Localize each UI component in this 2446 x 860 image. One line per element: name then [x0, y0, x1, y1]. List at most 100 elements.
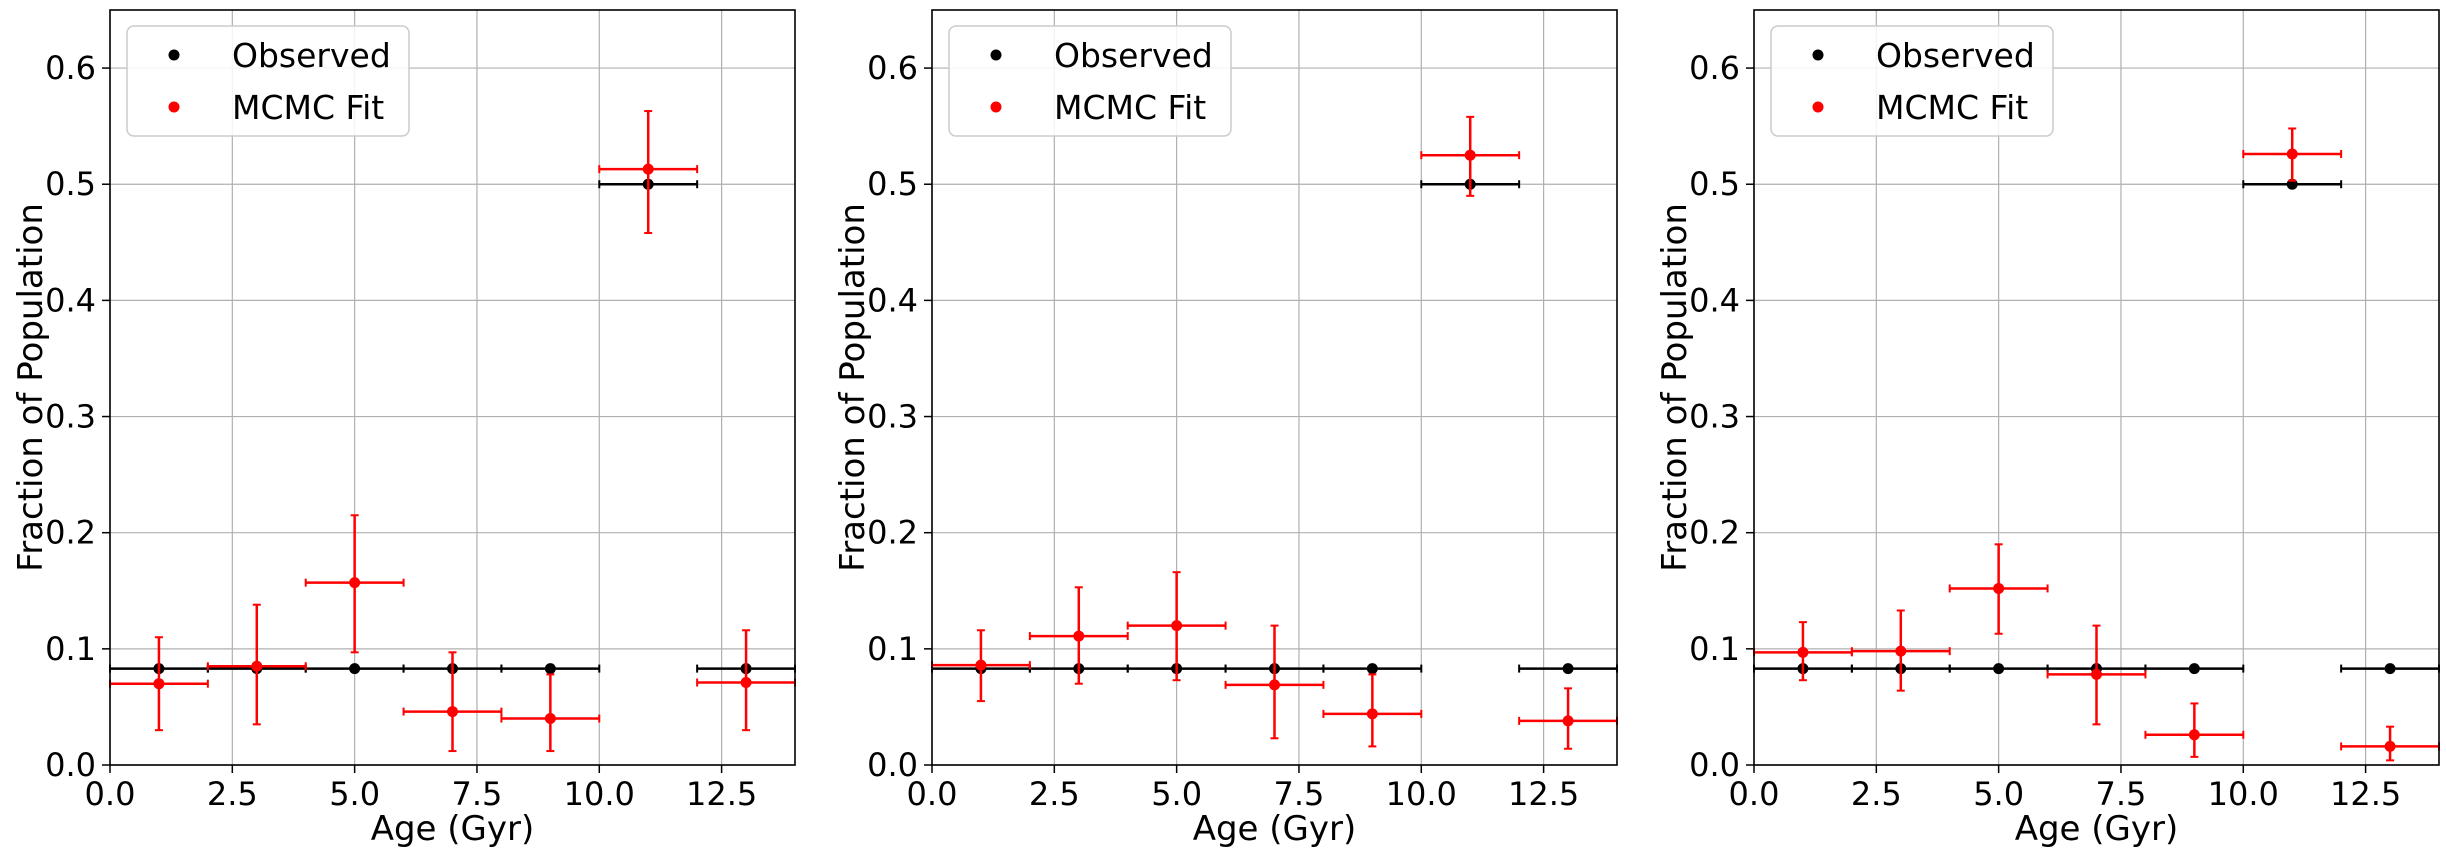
x-tick-label: 7.5 — [2096, 775, 2147, 813]
y-tick-label: 0.5 — [867, 165, 918, 203]
x-tick-label: 0.0 — [907, 775, 958, 813]
plot-frame — [109, 9, 796, 766]
x-tick-label: 10.0 — [1386, 775, 1457, 813]
x-tick-label: 0.0 — [1729, 775, 1780, 813]
y-tick-label: 0.6 — [45, 49, 96, 87]
data-point — [1797, 646, 1809, 658]
legend-label: Observed — [1054, 36, 1213, 75]
y-tick-label: 0.0 — [867, 746, 918, 784]
data-point — [1073, 630, 1085, 642]
x-tick-label: 10.0 — [2208, 775, 2279, 813]
data-point — [2091, 668, 2102, 680]
y-tick-label: 0.4 — [867, 281, 918, 319]
x-tick-label: 7.5 — [1274, 775, 1325, 813]
x-tick-label: 7.5 — [452, 775, 503, 813]
x-tick-label: 2.5 — [1029, 775, 1080, 813]
legend-marker — [1812, 49, 1824, 61]
y-tick-label: 0.4 — [1689, 281, 1740, 319]
legend-box — [1770, 25, 2054, 137]
y-tick-label: 0.3 — [45, 398, 96, 436]
x-tick-label: 2.5 — [207, 775, 258, 813]
data-point — [153, 678, 165, 690]
data-point — [975, 659, 987, 671]
legend-marker — [168, 101, 180, 113]
legend: Observed MCMC Fit — [948, 25, 1232, 137]
data-point — [1464, 149, 1476, 161]
series-observed — [109, 178, 796, 675]
y-tick-label: 0.2 — [867, 514, 918, 552]
legend-label: MCMC Fit — [1054, 88, 1206, 127]
y-axis-label: Fraction of Population — [1655, 203, 1695, 572]
y-tick-label: 0.2 — [1689, 514, 1740, 552]
data-point — [2286, 148, 2298, 160]
legend-label: MCMC Fit — [1876, 88, 2028, 127]
legend-marker — [990, 101, 1002, 113]
y-axis-label: Fraction of Population — [833, 203, 873, 572]
x-tick-label: 10.0 — [564, 775, 635, 813]
data-point — [349, 663, 361, 675]
legend: Observed MCMC Fit — [1770, 25, 2054, 137]
y-tick-label: 0.6 — [1689, 49, 1740, 87]
y-axis-label: Fraction of Population — [11, 203, 51, 572]
series-mcmc-fit — [1753, 127, 2440, 762]
x-tick-label: 5.0 — [329, 775, 380, 813]
data-point — [1993, 582, 2005, 594]
data-point — [642, 163, 654, 175]
chart-panel-1: 0.0 2.5 5.0 7.5 10.0 12.5 0.0 0.1 0.2 0.3 0.4 0.5 0.… — [11, 9, 796, 849]
x-tick-label: 5.0 — [1151, 775, 1202, 813]
y-tick-label: 0.3 — [867, 398, 918, 436]
data-point — [1562, 663, 1574, 675]
y-tick-label: 0.1 — [45, 630, 96, 668]
series-observed — [931, 178, 1618, 675]
data-point — [2384, 740, 2396, 752]
data-point — [1171, 620, 1183, 632]
legend-marker — [990, 49, 1002, 61]
data-point — [544, 713, 556, 725]
legend-box — [126, 25, 410, 137]
data-point — [349, 577, 361, 589]
series-observed — [1753, 178, 2440, 675]
x-tick-label: 5.0 — [1973, 775, 2024, 813]
legend-label: MCMC Fit — [232, 88, 384, 127]
y-tick-label: 0.0 — [1689, 746, 1740, 784]
y-tick-label: 0.5 — [1689, 165, 1740, 203]
x-axis-label: Age (Gyr) — [2015, 809, 2179, 849]
data-point — [1366, 663, 1378, 675]
data-point — [2188, 729, 2200, 741]
plot-frame — [931, 9, 1618, 766]
y-tick-label: 0.6 — [867, 49, 918, 87]
y-tick-label: 0.1 — [1689, 630, 1740, 668]
y-tick-label: 0.4 — [45, 281, 96, 319]
data-point — [740, 677, 752, 689]
chart-panel-3: 0.0 2.5 5.0 7.5 10.0 12.5 0.0 0.1 0.2 0.3 0.4 0.5 0.… — [1655, 9, 2440, 849]
y-tick-label: 0.3 — [1689, 398, 1740, 436]
data-point — [447, 706, 458, 718]
legend-box — [948, 25, 1232, 137]
y-tick-label: 0.5 — [45, 165, 96, 203]
x-tick-label: 12.5 — [1508, 775, 1579, 813]
y-tick-label: 0.1 — [867, 630, 918, 668]
x-tick-label: 0.0 — [85, 775, 136, 813]
x-tick-label: 12.5 — [686, 775, 757, 813]
data-point — [544, 663, 556, 675]
x-tick-label: 12.5 — [2330, 775, 2401, 813]
y-tick-label: 0.0 — [45, 746, 96, 784]
series-mcmc-fit — [931, 115, 1618, 750]
legend: Observed MCMC Fit — [126, 25, 410, 137]
chart-panel-2: 0.0 2.5 5.0 7.5 10.0 12.5 0.0 0.1 0.2 0.3 0.4 0.5 0.… — [833, 9, 1618, 849]
x-tick-label: 2.5 — [1851, 775, 1902, 813]
data-point — [1993, 663, 2005, 675]
data-point — [251, 660, 263, 672]
y-tick-label: 0.2 — [45, 514, 96, 552]
data-point — [1366, 708, 1378, 720]
data-point — [1895, 645, 1907, 657]
plot-frame — [1753, 9, 2440, 766]
legend-marker — [168, 49, 180, 61]
data-point — [1562, 715, 1574, 727]
legend-label: Observed — [232, 36, 391, 75]
legend-marker — [1812, 101, 1824, 113]
data-point — [1269, 679, 1280, 691]
data-point — [2188, 663, 2200, 675]
